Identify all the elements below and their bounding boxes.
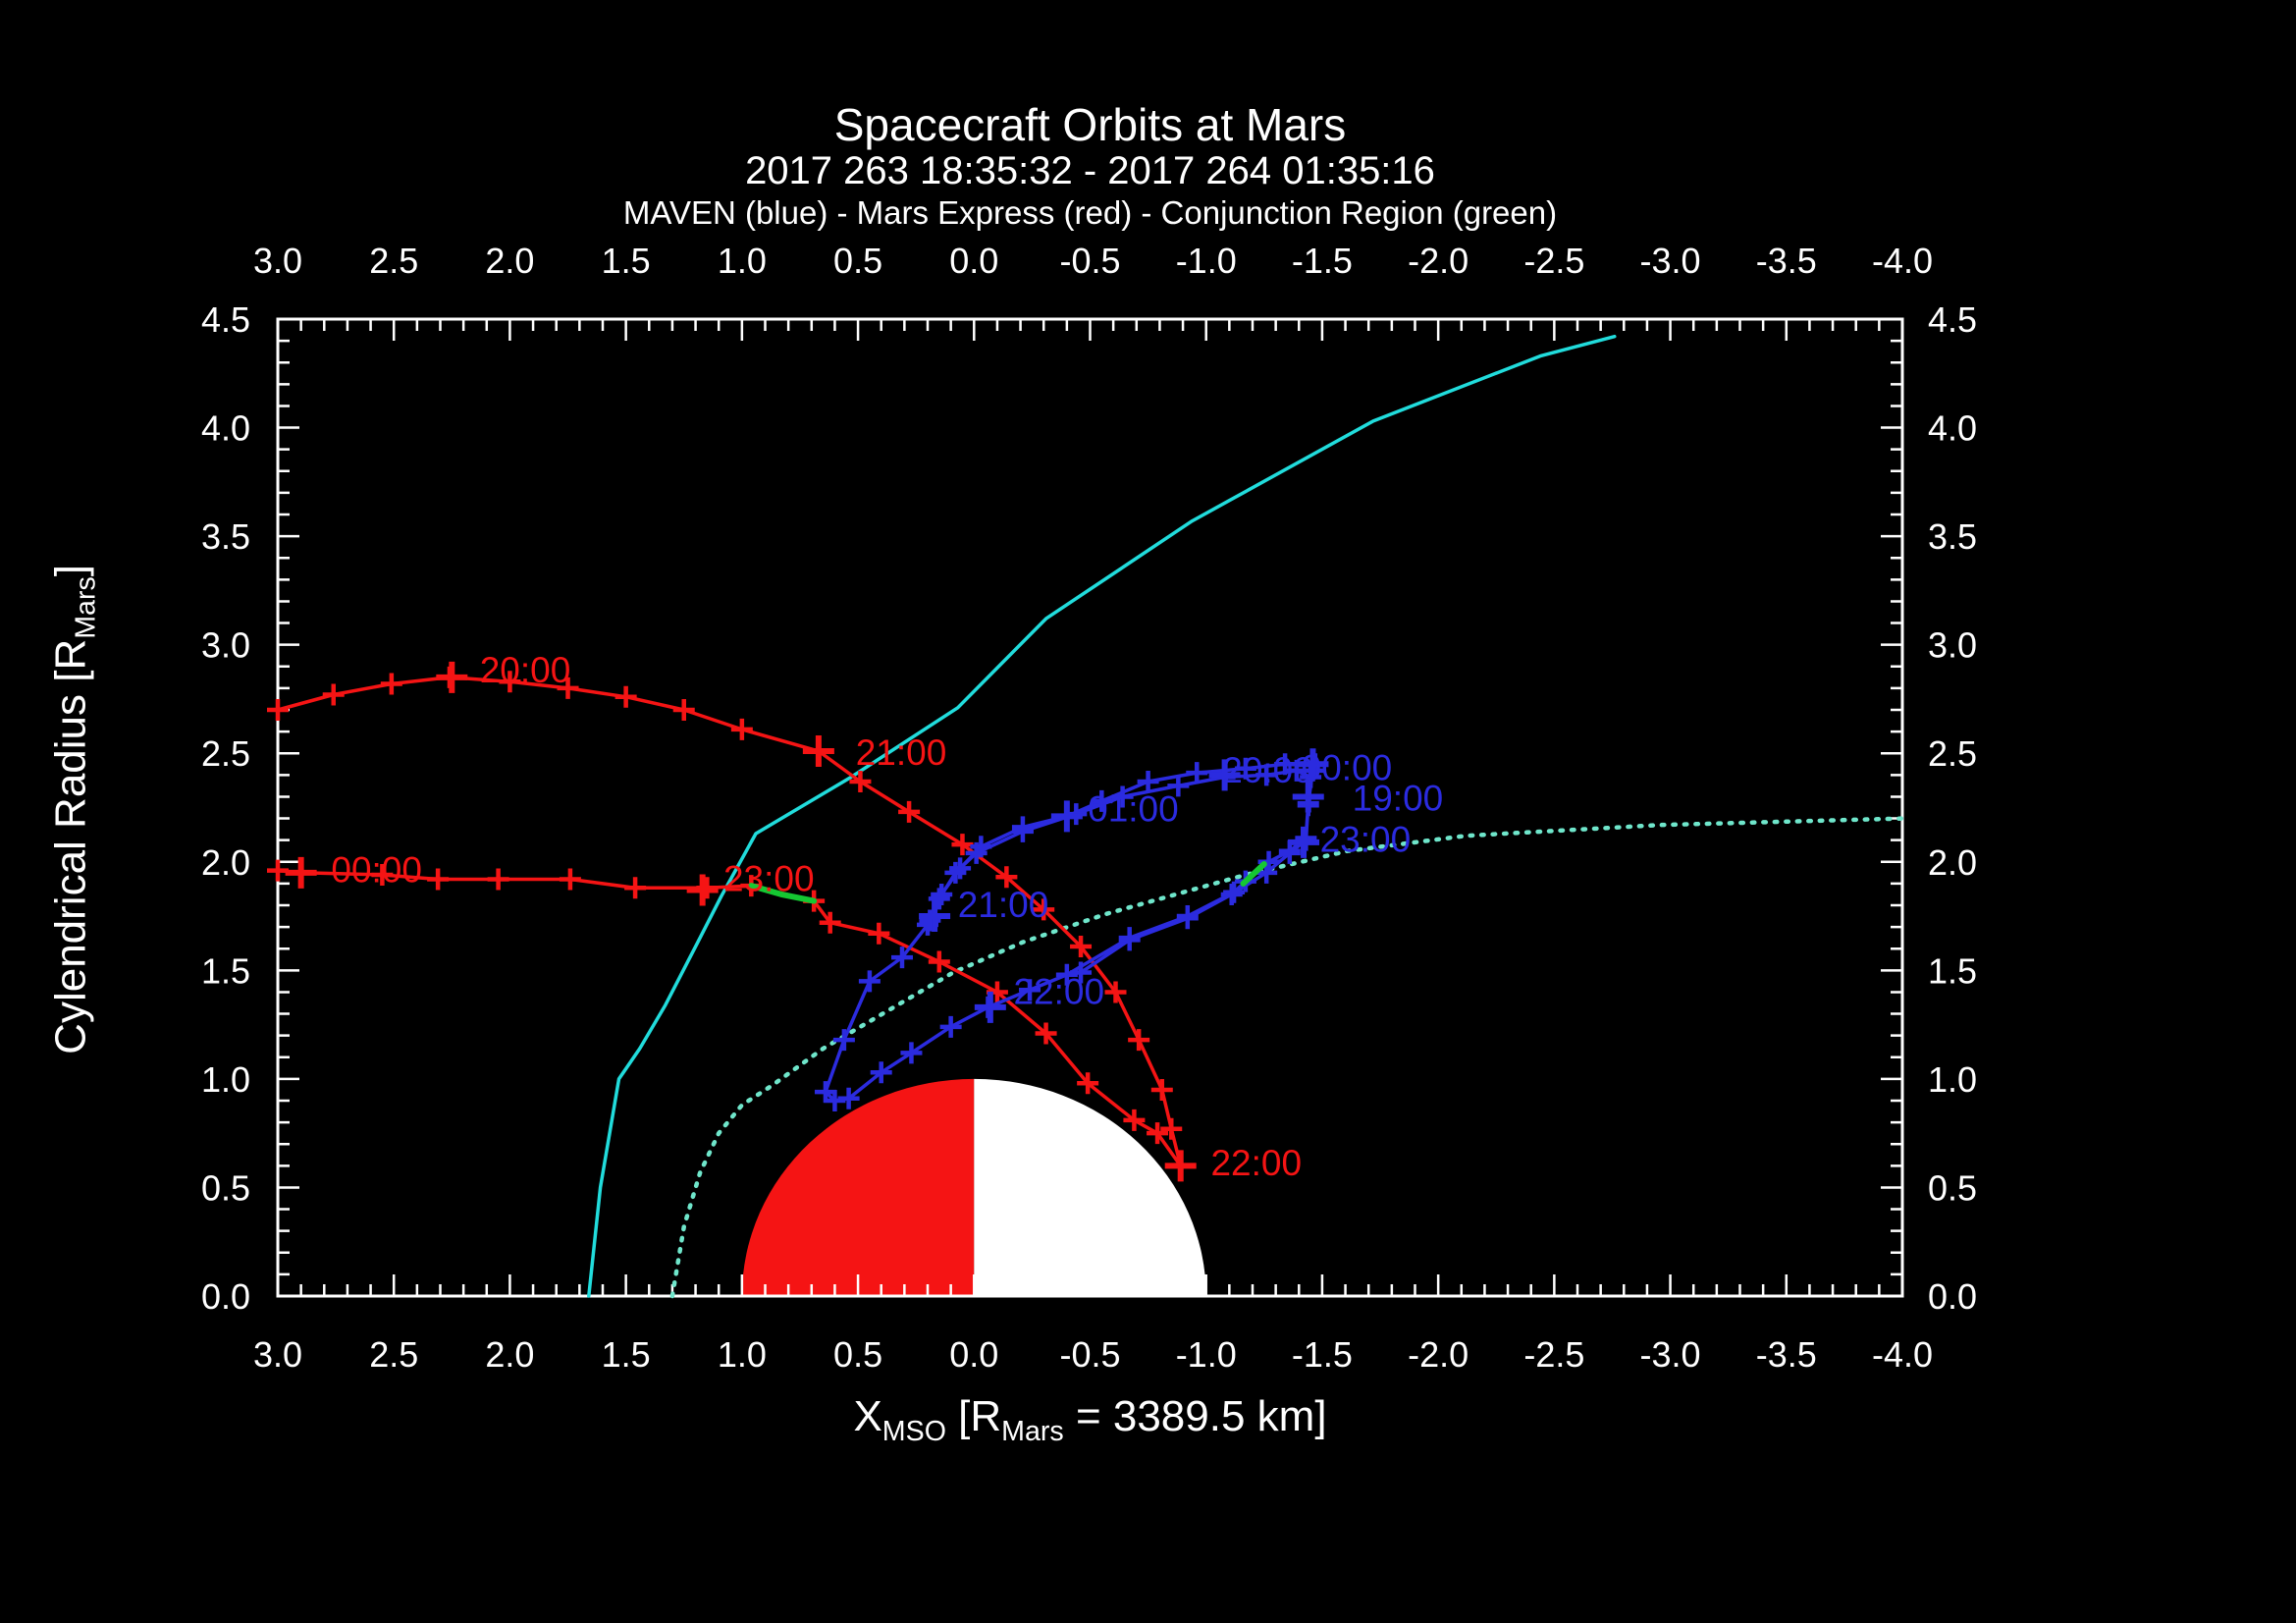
maven-labeled-marker bbox=[1050, 800, 1083, 833]
x-tick-label-top: -0.5 bbox=[1059, 241, 1120, 281]
x-tick-label-top: 3.0 bbox=[253, 241, 302, 281]
x-tick-label-bottom: -1.5 bbox=[1292, 1334, 1353, 1375]
bow-shock-curve bbox=[587, 334, 1617, 1298]
mars-express-labeled-marker bbox=[285, 856, 317, 889]
mars-express-time-label: 20:00 bbox=[480, 650, 571, 690]
x-tick-label-top: 1.5 bbox=[602, 241, 651, 281]
y-tick-label-right: 2.0 bbox=[1928, 842, 1977, 883]
mars-express-labeled-marker bbox=[686, 874, 719, 906]
x-tick-label-bottom: 2.5 bbox=[369, 1334, 418, 1375]
y-tick-label-right: 2.5 bbox=[1928, 733, 1977, 774]
x-tick-label-top: -2.5 bbox=[1523, 241, 1584, 281]
maven-time-label: 19:00 bbox=[1353, 779, 1444, 819]
x-tick-label-bottom: -4.0 bbox=[1872, 1334, 1933, 1375]
y-tick-label-left: 2.0 bbox=[201, 842, 250, 883]
axis-ticks bbox=[276, 317, 1904, 1298]
y-tick-label-left: 0.5 bbox=[201, 1167, 250, 1208]
x-tick-label-top: -4.0 bbox=[1872, 241, 1933, 281]
x-tick-label-top: -1.0 bbox=[1176, 241, 1237, 281]
y-tick-label-left: 4.0 bbox=[201, 408, 250, 449]
magnetic-pileup-boundary-curve bbox=[669, 816, 1905, 1299]
x-tick-label-bottom: 0.5 bbox=[833, 1334, 882, 1375]
conjunction-on-maven-curve bbox=[1240, 861, 1267, 887]
y-tick-label-right: 0.5 bbox=[1928, 1167, 1977, 1208]
x-tick-label-top: 2.0 bbox=[485, 241, 534, 281]
maven-time-label: 01:00 bbox=[1088, 789, 1179, 830]
x-tick-label-top: -3.0 bbox=[1640, 241, 1701, 281]
y-tick-label-right: 4.0 bbox=[1928, 408, 1977, 449]
y-tick-label-left: 2.5 bbox=[201, 733, 250, 774]
y-tick-label-right: 1.5 bbox=[1928, 950, 1977, 991]
y-tick-label-left: 3.5 bbox=[201, 516, 250, 557]
page-title: Spacecraft Orbits at Mars bbox=[833, 99, 1347, 150]
x-tick-label-bottom: 2.0 bbox=[485, 1334, 534, 1375]
y-tick-label-left: 4.5 bbox=[201, 299, 250, 340]
y-tick-label-left: 1.0 bbox=[201, 1059, 250, 1100]
maven-time-label: 00:00 bbox=[1302, 748, 1393, 788]
y-tick-label-left: 1.5 bbox=[201, 950, 250, 991]
mars-dayside-half bbox=[741, 1078, 975, 1296]
mars-express-time-label: 22:00 bbox=[1210, 1143, 1302, 1183]
y-axis-title: Cylendrical Radius [RMars] bbox=[46, 564, 102, 1055]
mars-express-time-label: 21:00 bbox=[856, 732, 947, 773]
mars-nightside-half bbox=[974, 1078, 1206, 1296]
maven-time-label: 20:00 bbox=[1222, 750, 1313, 790]
time-range-subtitle: 2017 263 18:35:32 - 2017 264 01:35:16 bbox=[745, 149, 1435, 192]
x-tick-label-top: 0.5 bbox=[833, 241, 882, 281]
x-tick-label-top: -2.0 bbox=[1408, 241, 1468, 281]
mars-express-labeled-marker bbox=[436, 661, 468, 693]
y-tick-label-left: 3.0 bbox=[201, 625, 250, 666]
mars-express-labeled-marker bbox=[802, 735, 834, 768]
maven-labeled-marker bbox=[1288, 826, 1320, 858]
maven-orbit-tick-markers bbox=[814, 753, 1326, 1111]
x-tick-label-top: -3.5 bbox=[1756, 241, 1817, 281]
maven-labeled-marker bbox=[1297, 748, 1329, 781]
x-tick-label-bottom: -0.5 bbox=[1059, 1334, 1120, 1375]
maven-labeled-marker bbox=[974, 991, 1006, 1023]
x-tick-label-top: -1.5 bbox=[1292, 241, 1353, 281]
x-tick-label-bottom: -2.5 bbox=[1523, 1334, 1584, 1375]
maven-labeled-marker bbox=[919, 900, 951, 933]
x-tick-label-bottom: 1.0 bbox=[718, 1334, 767, 1375]
y-tick-label-right: 3.0 bbox=[1928, 625, 1977, 666]
x-tick-label-bottom: -3.0 bbox=[1640, 1334, 1701, 1375]
y-tick-label-right: 0.0 bbox=[1928, 1276, 1977, 1317]
x-tick-label-bottom: 3.0 bbox=[253, 1334, 302, 1375]
x-tick-label-bottom: -1.0 bbox=[1176, 1334, 1237, 1375]
maven-labeled-marker bbox=[1208, 759, 1241, 791]
maven-time-label: 23:00 bbox=[1320, 820, 1412, 860]
mars-express-labeled-marker bbox=[1164, 1150, 1197, 1182]
y-tick-label-right: 4.5 bbox=[1928, 299, 1977, 340]
maven-time-label: 22:00 bbox=[1013, 971, 1104, 1011]
x-axis-title: XMSO [RMars = 3389.5 km] bbox=[853, 1392, 1327, 1447]
maven-labeled-marker bbox=[1292, 781, 1324, 813]
x-tick-label-bottom: -3.5 bbox=[1756, 1334, 1817, 1375]
x-tick-label-bottom: -2.0 bbox=[1408, 1334, 1468, 1375]
x-tick-label-top: 2.5 bbox=[369, 241, 418, 281]
x-tick-label-top: 0.0 bbox=[949, 241, 998, 281]
x-tick-label-bottom: 1.5 bbox=[602, 1334, 651, 1375]
x-tick-label-top: 1.0 bbox=[718, 241, 767, 281]
legend-line: MAVEN (blue) - Mars Express (red) - Conj… bbox=[622, 194, 1558, 231]
maven-time-label: 21:00 bbox=[958, 885, 1049, 925]
conjunction-on-mex-curve bbox=[748, 883, 818, 904]
mars-express-time-label: 23:00 bbox=[723, 858, 815, 898]
y-tick-label-right: 3.5 bbox=[1928, 516, 1977, 557]
mars-express-time-label: 00:00 bbox=[331, 850, 422, 891]
y-tick-label-right: 1.0 bbox=[1928, 1059, 1977, 1100]
y-tick-label-left: 0.0 bbox=[201, 1276, 250, 1317]
x-tick-label-bottom: 0.0 bbox=[949, 1334, 998, 1375]
